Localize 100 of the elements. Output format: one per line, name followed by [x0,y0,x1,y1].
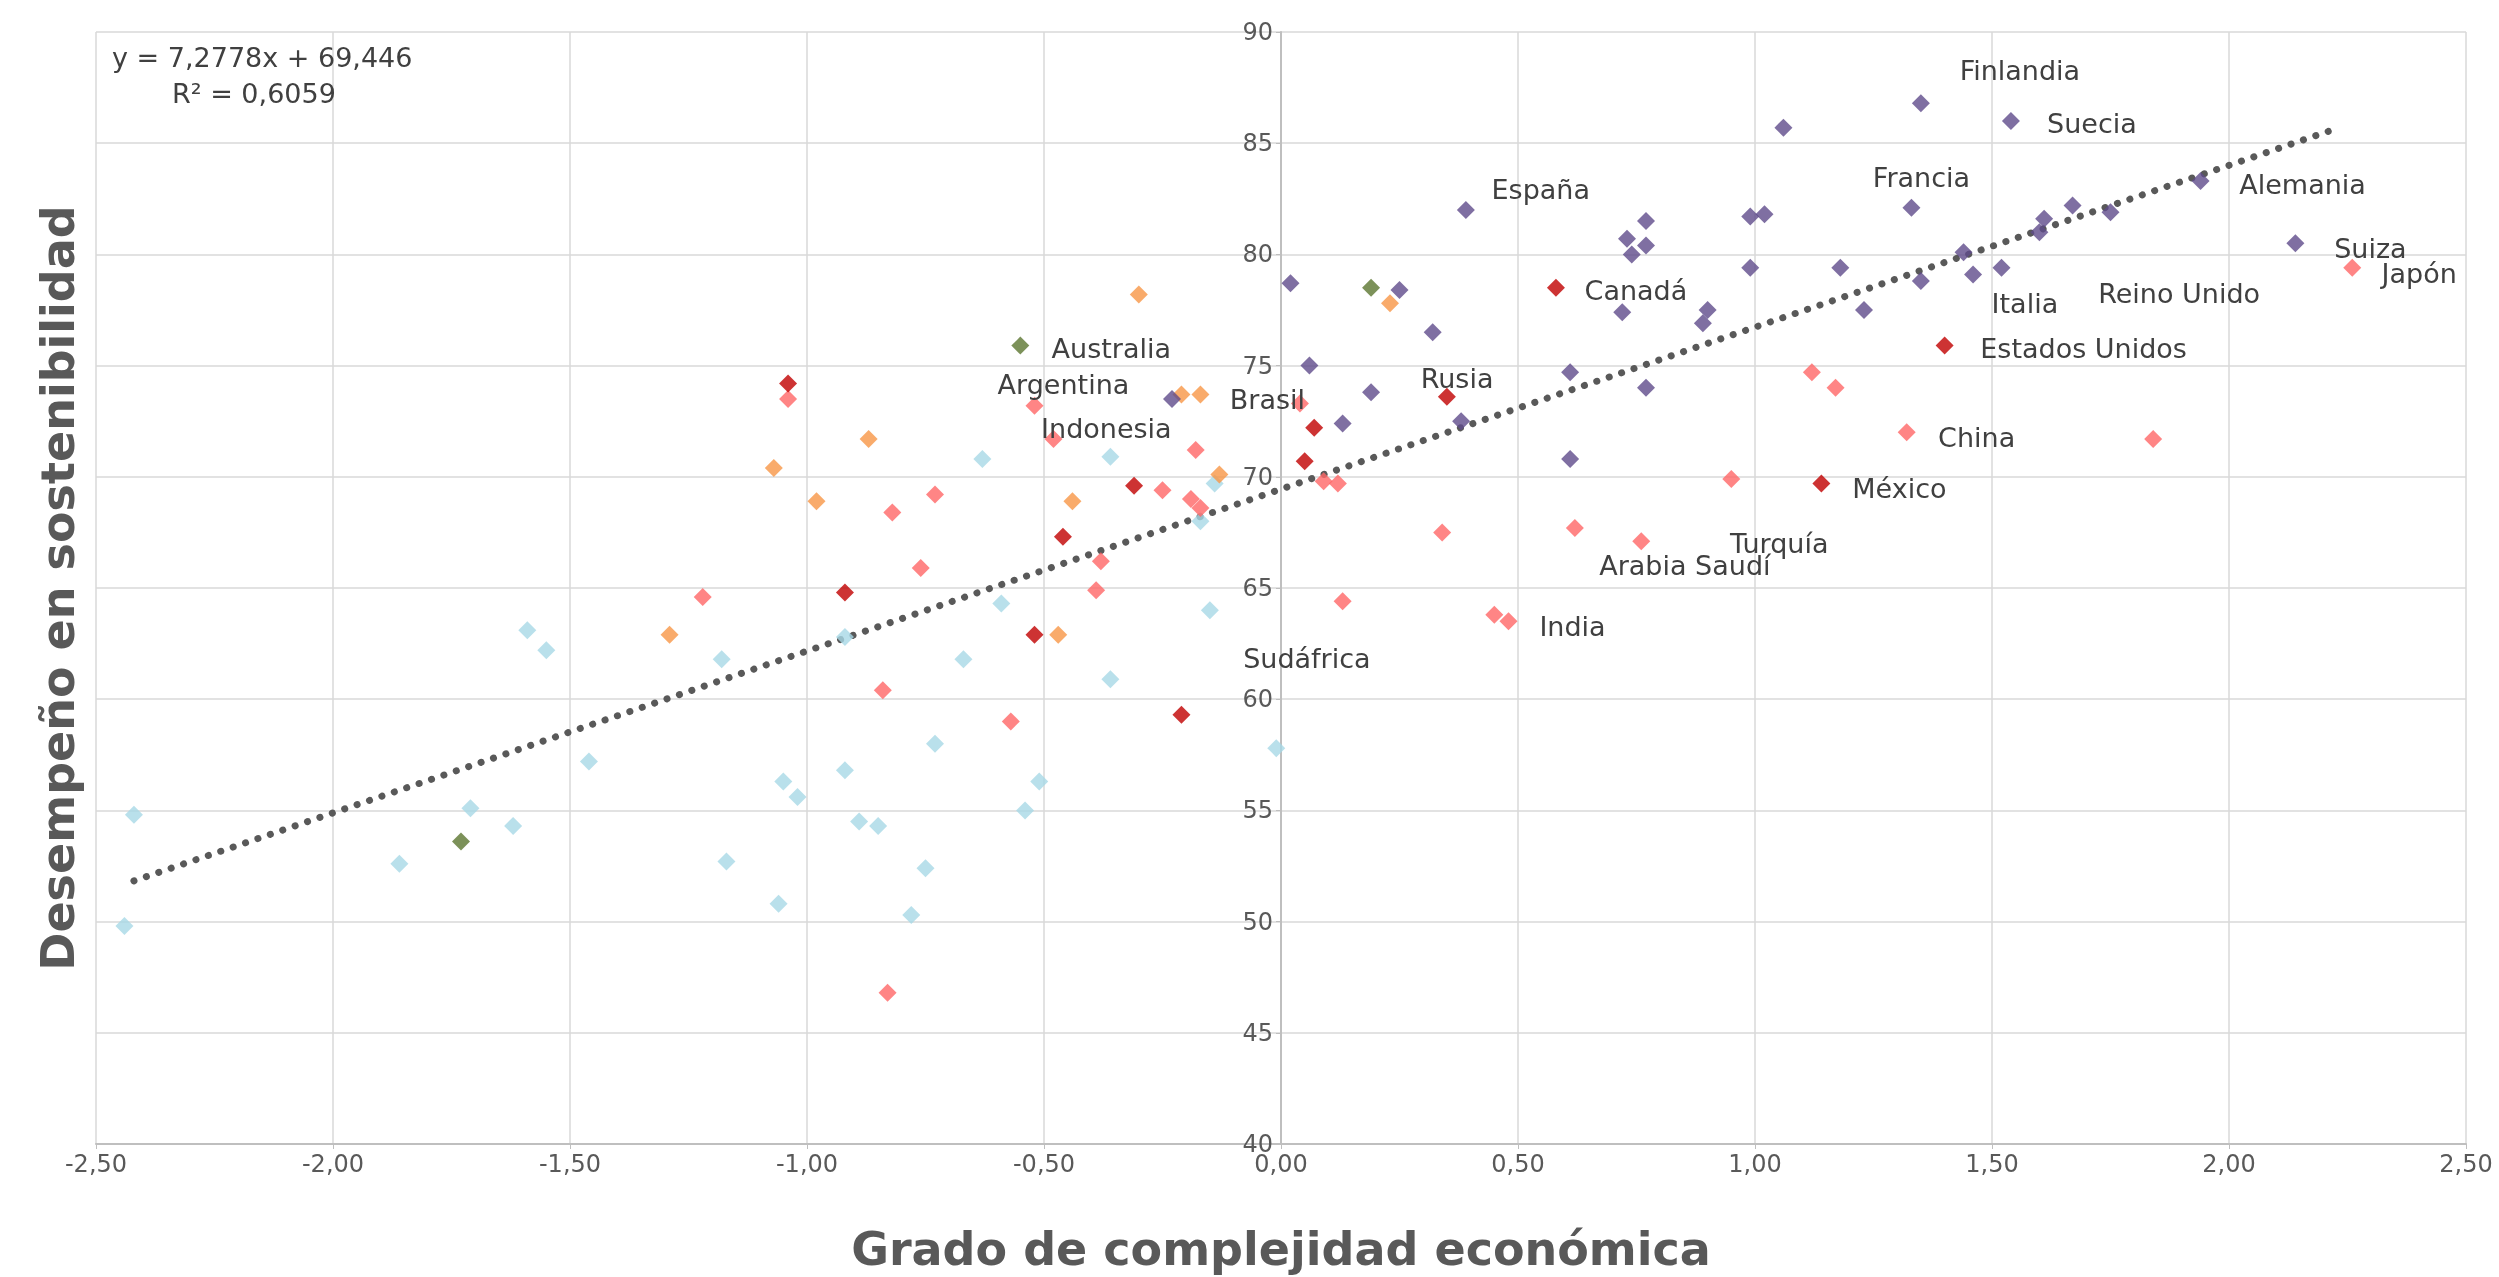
point [1333,414,1352,433]
y-tick-label: 80 [1242,240,1273,269]
annotation: Francia [1872,162,1971,194]
point [779,374,798,393]
point [693,587,712,606]
point [992,594,1011,613]
point [1911,272,1930,291]
point [1053,527,1072,546]
point [1902,198,1921,217]
point [1362,383,1381,402]
point [1812,474,1831,493]
point [1636,212,1655,231]
annotation: Argentina [997,369,1130,401]
x-tick-label: -1,00 [775,1150,839,1178]
x-axis-title: Grado de complejidad económica [851,1222,1711,1276]
y-tick-label: 55 [1242,796,1273,825]
point [712,650,731,669]
y-tick-label: 45 [1242,1018,1273,1047]
x-tick-label: 1,00 [1728,1150,1782,1178]
y-tick-label: 70 [1242,462,1273,491]
point [1636,236,1655,255]
point [1101,447,1120,466]
point [1281,274,1300,293]
point [1622,245,1641,264]
point [1125,476,1144,495]
point [518,621,537,640]
y-tick-label: 75 [1242,351,1273,380]
point [1855,301,1874,319]
point [451,832,470,851]
point [1897,423,1916,442]
point [1499,612,1518,631]
point [1381,294,1400,313]
point [504,816,523,835]
point [835,583,854,602]
point [764,458,783,477]
point [1992,258,2011,277]
point [774,772,793,791]
point [1693,314,1712,333]
point [835,761,854,780]
point [2063,196,2082,215]
point [1954,243,1973,262]
point [461,799,480,818]
x-tick-label: -1,50 [538,1150,602,1178]
annotation: Reino Unido [2098,278,2261,310]
point [1087,581,1106,600]
y-tick-label: 90 [1242,18,1273,46]
x-tick-label: -0,50 [1012,1150,1076,1178]
point [1741,207,1760,226]
point [2001,111,2020,130]
point [717,852,736,871]
point [1698,301,1717,319]
annotation: Finlandia [1959,54,2081,86]
point [1546,278,1565,297]
annotation: España [1491,173,1590,205]
point [1001,712,1020,731]
point [1613,303,1632,322]
point [1561,450,1580,469]
point [1722,470,1741,489]
point [1129,285,1148,304]
annotation: Suecia [2047,108,2137,140]
point [925,734,944,753]
point [1049,625,1068,644]
point [1025,625,1044,644]
point [973,450,992,469]
point [1618,229,1637,248]
x-tick-label: 0,50 [1491,1150,1545,1178]
point [925,485,944,504]
point [1826,378,1845,397]
point [1101,670,1120,689]
point [1561,363,1580,382]
annotation: Italia [1991,287,2059,319]
point [1328,474,1347,493]
point [1964,265,1983,284]
point [660,625,679,644]
point [1636,378,1655,397]
annotation: y = 7,2778x + 69,446 [112,42,413,73]
point [1063,492,1082,511]
point [1191,512,1210,531]
annotation: Rusia [1420,362,1494,394]
x-tick-label: -2,00 [301,1150,365,1178]
point [1300,356,1319,375]
y-axis-title: Desempeño en sostenibilidad [31,205,85,971]
point [1390,280,1409,299]
point [115,917,134,936]
point [1153,481,1172,500]
point [1200,601,1219,620]
point [1423,323,1442,342]
point [1802,363,1821,382]
annotation: Canadá [1584,275,1688,307]
y-tick-label: 60 [1242,685,1273,714]
point [1433,523,1452,542]
point [1755,205,1774,224]
point [1172,705,1191,724]
annotation: México [1852,472,1947,504]
y-tick-label: 65 [1242,574,1273,602]
point [1333,592,1352,611]
point [1911,94,1930,113]
point [2286,234,2305,253]
point [1016,801,1035,820]
point [1741,258,1760,277]
